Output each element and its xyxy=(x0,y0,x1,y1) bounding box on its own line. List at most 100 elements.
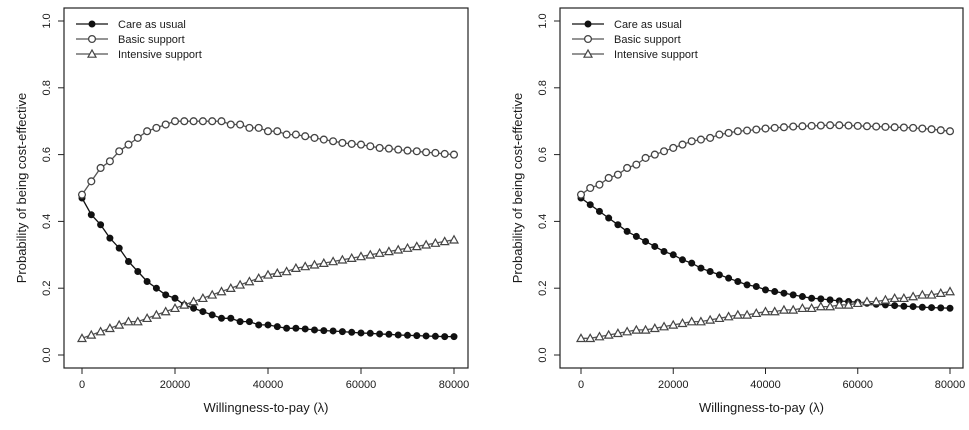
data-point xyxy=(678,256,686,264)
y-tick-label: 0.4 xyxy=(41,214,53,229)
x-tick-label: 20000 xyxy=(160,379,191,391)
data-point xyxy=(576,190,586,199)
data-point xyxy=(318,257,329,267)
data-point xyxy=(733,127,742,136)
data-point xyxy=(918,124,927,133)
data-point xyxy=(945,127,955,136)
data-point xyxy=(273,323,281,331)
data-point xyxy=(180,117,189,126)
data-point xyxy=(97,221,105,229)
data-point xyxy=(891,302,899,310)
data-point xyxy=(151,309,162,319)
data-point xyxy=(133,133,142,142)
data-point xyxy=(311,326,318,334)
data-point xyxy=(245,123,254,132)
data-point xyxy=(403,146,412,155)
data-point xyxy=(770,123,779,132)
data-point xyxy=(320,327,328,335)
data-point xyxy=(143,278,151,286)
data-point xyxy=(245,318,253,326)
data-point xyxy=(687,137,696,146)
data-point xyxy=(762,286,769,294)
data-point xyxy=(105,157,114,166)
data-point xyxy=(421,239,432,249)
y-tick-label: 0.0 xyxy=(41,347,53,362)
plot-frame xyxy=(63,7,469,369)
data-point xyxy=(143,127,152,136)
data-point xyxy=(383,246,394,256)
data-point xyxy=(281,266,292,276)
x-tick-label: 80000 xyxy=(935,379,966,391)
data-point xyxy=(669,143,678,152)
data-point xyxy=(115,147,124,156)
y-tick-label: 1.0 xyxy=(41,13,53,28)
data-point xyxy=(595,180,604,189)
data-point xyxy=(152,284,160,292)
data-point xyxy=(798,122,807,131)
data-point xyxy=(659,321,670,331)
data-point xyxy=(375,143,384,152)
data-point xyxy=(412,147,421,156)
data-point xyxy=(724,128,733,137)
data-point xyxy=(714,313,725,323)
series-care-as-usual xyxy=(577,194,954,312)
data-point xyxy=(338,328,346,336)
data-point xyxy=(413,332,421,340)
data-point xyxy=(162,291,170,299)
data-point xyxy=(273,127,282,136)
data-point xyxy=(650,150,659,159)
data-point xyxy=(356,140,366,149)
legend-label: Intensive support xyxy=(614,49,698,61)
data-point xyxy=(207,289,218,299)
data-point xyxy=(899,123,908,132)
data-point xyxy=(918,303,926,311)
data-point xyxy=(668,319,679,329)
data-point xyxy=(632,232,640,240)
data-point xyxy=(236,120,245,129)
data-point xyxy=(355,251,367,261)
data-point xyxy=(695,316,706,326)
data-point xyxy=(188,296,199,306)
data-point xyxy=(309,259,320,269)
data-point xyxy=(723,311,734,321)
data-point xyxy=(374,247,385,257)
data-point xyxy=(659,147,669,156)
data-point xyxy=(640,324,651,334)
data-point xyxy=(170,117,180,126)
data-point xyxy=(347,139,356,148)
data-point xyxy=(431,148,440,157)
data-point xyxy=(190,304,198,312)
data-point xyxy=(132,316,143,326)
data-point xyxy=(926,289,937,299)
data-point xyxy=(771,288,779,296)
x-tick-label: 80000 xyxy=(439,379,470,391)
data-point xyxy=(806,303,817,313)
data-point xyxy=(575,333,587,343)
y-tick-label: 1.0 xyxy=(537,13,549,28)
legend-marker xyxy=(582,48,594,58)
data-point xyxy=(789,122,798,131)
data-point xyxy=(262,269,274,279)
data-point xyxy=(649,323,660,333)
data-point xyxy=(291,130,300,139)
data-point xyxy=(778,304,789,314)
legend-marker xyxy=(86,48,98,58)
data-point xyxy=(935,287,946,298)
series-line xyxy=(580,124,951,196)
data-point xyxy=(142,313,153,323)
data-point xyxy=(329,327,337,335)
plot-frame xyxy=(559,7,964,369)
data-point xyxy=(641,153,650,162)
data-point xyxy=(743,281,751,289)
data-point xyxy=(817,295,825,303)
data-point xyxy=(686,316,697,326)
legend-marker xyxy=(87,34,97,44)
legend-label: Care as usual xyxy=(118,19,186,31)
data-point xyxy=(660,247,668,255)
data-point xyxy=(761,124,770,133)
data-point xyxy=(431,332,439,340)
data-point xyxy=(742,309,753,319)
x-tick-label: 0 xyxy=(578,379,584,391)
